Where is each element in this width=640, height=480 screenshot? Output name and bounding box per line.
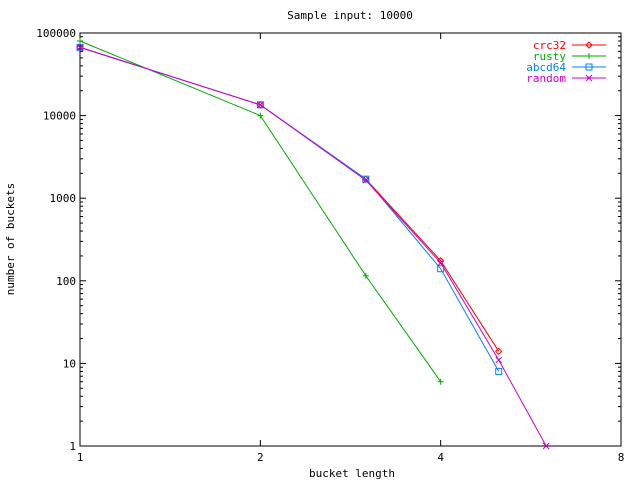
legend-marker — [585, 63, 593, 71]
legend-marker — [586, 53, 592, 59]
y-tick-label: 10000 — [43, 110, 76, 123]
series-line — [79, 40, 442, 383]
data-point — [437, 378, 444, 385]
x-axis: 1 2 4 8 — [77, 33, 625, 464]
series-abcd64 — [76, 43, 503, 375]
x-axis-label: bucket length — [309, 467, 395, 480]
y-tick-label: 10 — [63, 357, 76, 370]
data-point — [362, 175, 370, 183]
series-line — [79, 46, 500, 352]
y-tick-label: 1000 — [50, 192, 77, 205]
data-point — [76, 44, 84, 51]
y-tick-label: 100000 — [36, 27, 76, 40]
x-tick-label: 8 — [618, 451, 625, 464]
legend-label: rusty — [533, 50, 566, 63]
y-axis: 1 10 100 1000 10000 100000 — [36, 27, 621, 453]
chart-title: Sample input: 10000 — [287, 9, 413, 22]
data-point — [77, 38, 83, 45]
series-rusty — [77, 38, 444, 385]
x-tick-label: 1 — [77, 451, 84, 464]
series-line — [79, 46, 547, 447]
data-point — [257, 112, 264, 119]
x-tick-label: 4 — [437, 451, 444, 464]
legend-label: crc32 — [533, 39, 566, 52]
legend-marker — [585, 41, 593, 49]
series-line — [79, 46, 500, 372]
y-tick-label: 1 — [69, 440, 76, 453]
data-point — [495, 347, 503, 356]
data-point — [437, 259, 445, 267]
data-point — [495, 356, 503, 364]
legend-label: abcd64 — [526, 61, 566, 74]
data-point — [542, 442, 550, 450]
data-point — [495, 367, 503, 375]
legend-marker — [585, 74, 593, 82]
series-crc32 — [76, 43, 503, 356]
data-point — [362, 272, 369, 279]
data-point — [256, 101, 264, 109]
y-tick-label: 100 — [56, 275, 76, 288]
series-layer — [76, 38, 550, 450]
data-point — [76, 43, 84, 51]
data-point — [256, 101, 264, 109]
plot-frame — [79, 32, 622, 447]
series-random — [76, 44, 550, 450]
x-tick-label: 2 — [257, 451, 264, 464]
legend-label: random — [526, 72, 566, 85]
data-point — [362, 176, 370, 184]
y-axis-label: number of buckets — [4, 183, 17, 296]
